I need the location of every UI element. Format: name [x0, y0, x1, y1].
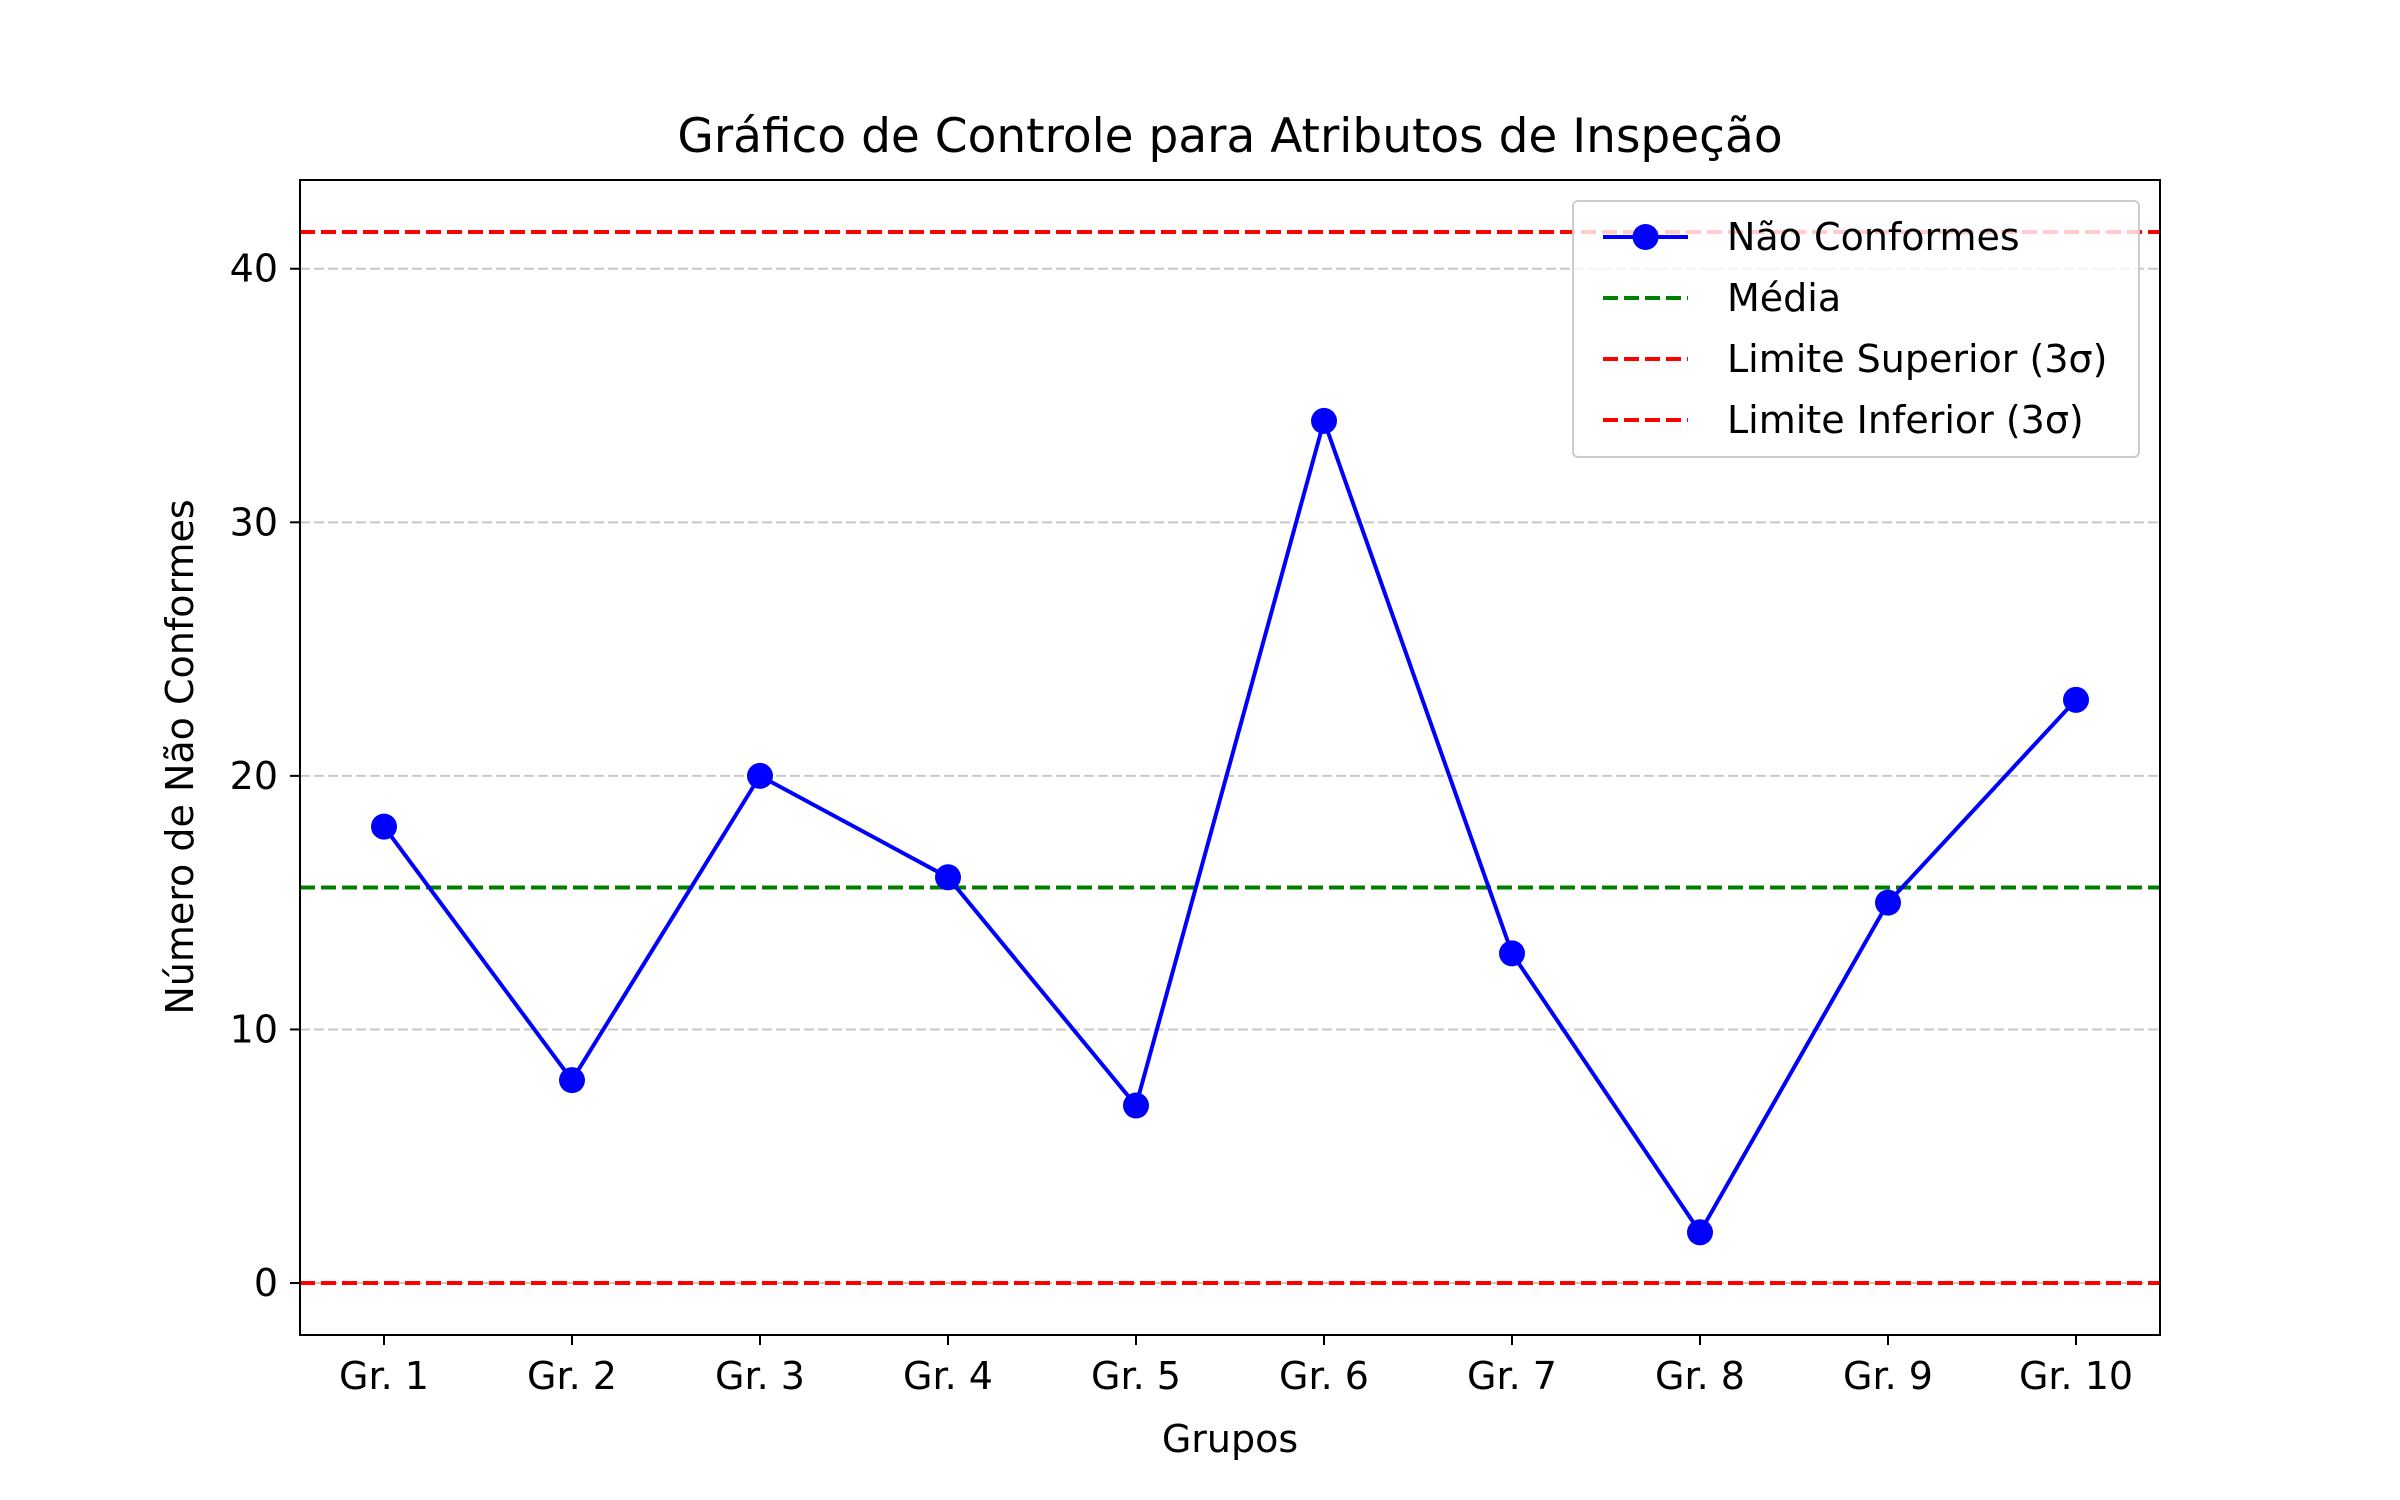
legend-label: Limite Inferior (3σ) [1727, 398, 2084, 442]
y-tick-label: 20 [230, 754, 278, 798]
y-tick-label: 40 [230, 247, 278, 291]
reference-lines [300, 229, 2160, 1286]
data-point [935, 864, 961, 891]
data-point [1311, 407, 1337, 434]
legend: Não Conformes Média Limite Superior (3σ) Li… [1572, 200, 2140, 458]
legend-label: Média [1727, 276, 1841, 320]
data-point [1499, 940, 1525, 967]
y-tick-label: 10 [230, 1007, 278, 1051]
y-tick-label: 0 [254, 1261, 278, 1305]
x-tick-label: Gr. 3 [715, 1354, 805, 1398]
x-axis-title: Grupos [1162, 1417, 1298, 1461]
x-tick-label: Gr. 10 [2019, 1354, 2133, 1398]
x-tick-label: Gr. 2 [527, 1354, 617, 1398]
x-tick-label: Gr. 6 [1279, 1354, 1369, 1398]
legend-box [1572, 200, 2140, 458]
data-point [747, 762, 773, 789]
data-point [2063, 686, 2089, 713]
x-tick-label: Gr. 7 [1467, 1354, 1557, 1398]
legend-label: Limite Superior (3σ) [1727, 337, 2107, 381]
y-axis-ticks: 0 10 20 30 40 [230, 247, 300, 1305]
data-point [1875, 889, 1901, 916]
series-line [382, 418, 2078, 1235]
x-tick-label: Gr. 1 [339, 1354, 429, 1398]
plot-frame [299, 179, 2161, 1336]
data-point [559, 1067, 585, 1094]
x-tick-label: Gr. 9 [1843, 1354, 1933, 1398]
grid-lines [300, 267, 2160, 1285]
data-point [371, 813, 397, 840]
y-tick-label: 30 [230, 500, 278, 544]
x-tick-label: Gr. 4 [903, 1354, 993, 1398]
x-axis-ticks: Gr. 1 Gr. 2 Gr. 3 Gr. 4 Gr. 5 Gr. 6 Gr. 7 Gr. 8… [339, 1335, 2133, 1398]
data-series [371, 407, 2089, 1246]
data-point [1687, 1219, 1713, 1246]
data-point [1123, 1092, 1149, 1119]
legend-swatch-marker [1632, 224, 1659, 250]
x-tick-label: Gr. 5 [1091, 1354, 1181, 1398]
legend-label: Não Conformes [1727, 215, 2020, 259]
chart-title: Gráfico de Controle para Atributos de In… [677, 109, 1782, 164]
y-axis-title: Número de Não Conformes [158, 499, 202, 1014]
x-tick-label: Gr. 8 [1655, 1354, 1745, 1398]
